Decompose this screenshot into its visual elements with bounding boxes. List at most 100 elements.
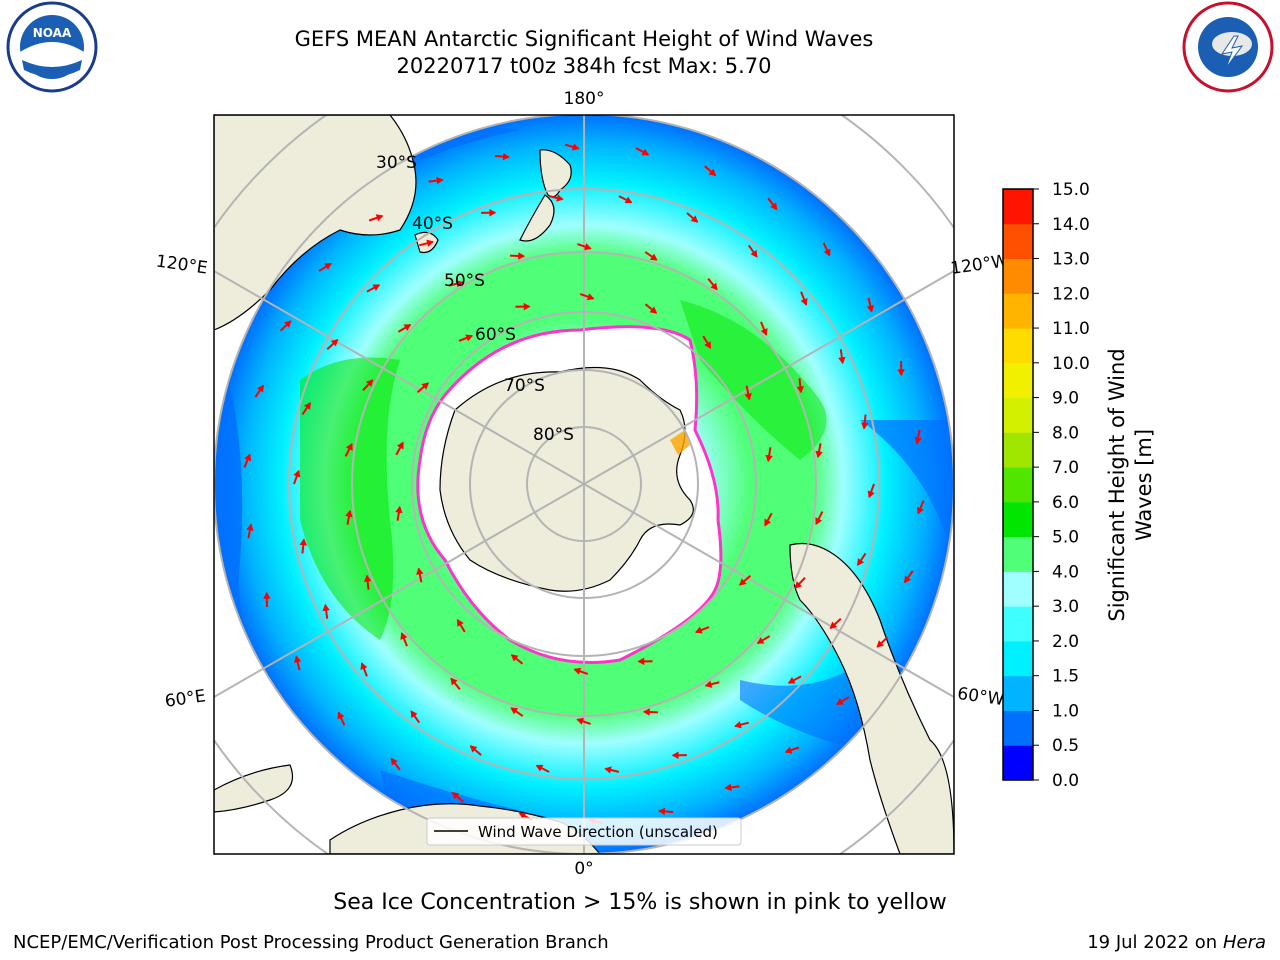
map-area bbox=[214, 115, 954, 854]
colorbar-tick-label: 9.0 bbox=[1052, 389, 1079, 409]
colorbar-tick-label: 3.0 bbox=[1052, 597, 1079, 617]
colorbar-segment bbox=[1003, 675, 1033, 711]
noaa-logo-text: NOAA bbox=[33, 26, 72, 40]
wave-arrow-head bbox=[860, 422, 869, 430]
legend-label: Wind Wave Direction (unscaled) bbox=[478, 823, 718, 841]
nws-logo bbox=[1182, 1, 1274, 93]
colorbar-tick-label: 0.0 bbox=[1052, 771, 1079, 791]
graticule bbox=[214, 115, 954, 854]
wave-arrow-head bbox=[794, 581, 803, 589]
wave-arrow-head bbox=[829, 621, 838, 629]
wave-arrow-head bbox=[642, 708, 650, 716]
wave-arrow-head bbox=[403, 324, 412, 331]
wave-arrow-head bbox=[624, 196, 633, 204]
wave-arrow-head bbox=[649, 253, 658, 261]
colorbar-segment bbox=[1003, 606, 1033, 642]
wave-arrow-head bbox=[436, 176, 444, 185]
wave-arrow-head bbox=[322, 603, 330, 612]
wave-arrow-head bbox=[815, 517, 823, 526]
colorbar-label-line2: Waves [m] bbox=[1132, 429, 1156, 541]
colorbar-segment bbox=[1003, 223, 1033, 260]
wave-arrow-head bbox=[293, 469, 301, 478]
wave-arrow-head bbox=[704, 680, 713, 688]
wave-arrow-head bbox=[765, 454, 773, 463]
colorbar-tick-label: 14.0 bbox=[1052, 215, 1090, 235]
wave-arrow-head bbox=[293, 655, 302, 663]
wave-arrow-head bbox=[450, 677, 458, 686]
lon-label-120w: 120°W bbox=[949, 251, 1009, 279]
wave-arrow-head bbox=[708, 168, 717, 177]
wave-arrow-head bbox=[416, 567, 424, 575]
colorbar-tick-label: 13.0 bbox=[1052, 250, 1090, 270]
wave-arrow-head bbox=[469, 745, 478, 753]
wave-arrow-head bbox=[866, 305, 875, 313]
wave-arrow-head bbox=[451, 791, 460, 800]
wave-arrow-head bbox=[421, 382, 429, 390]
lat-label-60s: 60°S bbox=[475, 325, 516, 345]
wave-arrow-head bbox=[523, 302, 531, 311]
wave-arrow-head bbox=[764, 518, 772, 527]
wave-arrow-head bbox=[836, 698, 844, 705]
colorbar-tick-label: 12.0 bbox=[1052, 284, 1090, 304]
lon-label-60e: 60°E bbox=[164, 686, 207, 711]
wave-arrow-head bbox=[263, 591, 271, 599]
wave-arrow-head bbox=[876, 640, 884, 648]
colorbar-label-line1: Significant Height of Wind bbox=[1105, 348, 1129, 621]
noaa-logo: NOAA bbox=[6, 1, 98, 93]
host-name: Hera bbox=[1222, 932, 1266, 953]
lon-label-120e: 120°E bbox=[155, 252, 209, 279]
colorbar-segment bbox=[1003, 640, 1033, 677]
wave-arrow-head bbox=[395, 505, 403, 514]
lon-label-60w: 60°W bbox=[956, 684, 1005, 710]
colorbar-tick-label: 2.0 bbox=[1052, 632, 1079, 652]
credit-text: NCEP/EMC/Verification Post Processing Pr… bbox=[13, 932, 609, 953]
wave-arrow-head bbox=[586, 293, 595, 301]
wave-arrow-head bbox=[690, 215, 699, 223]
colorbar-tick-label: 5.0 bbox=[1052, 528, 1079, 548]
wave-arrow-head bbox=[372, 284, 381, 292]
colorbar-frame bbox=[1002, 188, 1034, 781]
wave-arrow-head bbox=[916, 506, 924, 515]
colorbar-segment bbox=[1003, 432, 1033, 468]
wave-arrow-head bbox=[465, 334, 474, 342]
wave-arrow-head bbox=[784, 746, 793, 754]
wave-arrow-head bbox=[756, 637, 765, 644]
wave-arrow-head bbox=[658, 807, 666, 816]
wave-arrow-head bbox=[246, 523, 254, 531]
wave-arrow-head bbox=[760, 328, 768, 336]
wave-arrow-head bbox=[787, 676, 796, 684]
wave-arrow-head bbox=[330, 339, 339, 347]
wave-arrow-head bbox=[904, 575, 912, 584]
wave-arrow-head bbox=[244, 453, 252, 462]
wave-arrow-head bbox=[303, 402, 311, 410]
map-frame bbox=[213, 114, 955, 855]
colorbar: 0.0 0.5 1.0 1.5 2.0 3.0 4.0 5.0 6.0 7.0 8.0 9.0 10.0… bbox=[1002, 180, 1090, 791]
colorbar-segment bbox=[1003, 362, 1033, 399]
wave-arrow-head bbox=[576, 717, 584, 725]
lon-label-0: 0° bbox=[574, 859, 593, 879]
colorbar-segment bbox=[1003, 710, 1033, 746]
colorbar-tick-label: 7.0 bbox=[1052, 458, 1079, 478]
colorbar-segment bbox=[1003, 189, 1033, 225]
wave-arrow-head bbox=[510, 707, 519, 715]
colorbar-tick-label: 4.0 bbox=[1052, 562, 1079, 582]
wave-arrow-head bbox=[489, 209, 497, 217]
colorbar-tick-label: 11.0 bbox=[1052, 319, 1090, 339]
colorbar-segment bbox=[1003, 536, 1033, 572]
colorbar-segment bbox=[1003, 293, 1033, 329]
wave-arrow-head bbox=[897, 369, 905, 377]
wave-arrow-head bbox=[649, 306, 658, 314]
wave-arrow-head bbox=[704, 341, 711, 349]
wave-arrow-head bbox=[573, 667, 582, 675]
wave-arrow-head bbox=[857, 558, 865, 566]
map-legend: Wind Wave Direction (unscaled) bbox=[426, 817, 742, 846]
wave-arrow-head bbox=[571, 143, 580, 151]
australia bbox=[214, 115, 417, 331]
wave-arrow-head bbox=[299, 538, 308, 546]
wave-arrow-head bbox=[637, 657, 645, 666]
wave-arrow-head bbox=[867, 490, 875, 499]
wave-arrow-head bbox=[535, 764, 544, 772]
wave-arrow-head bbox=[502, 152, 510, 161]
wave-arrow-head bbox=[796, 386, 805, 394]
